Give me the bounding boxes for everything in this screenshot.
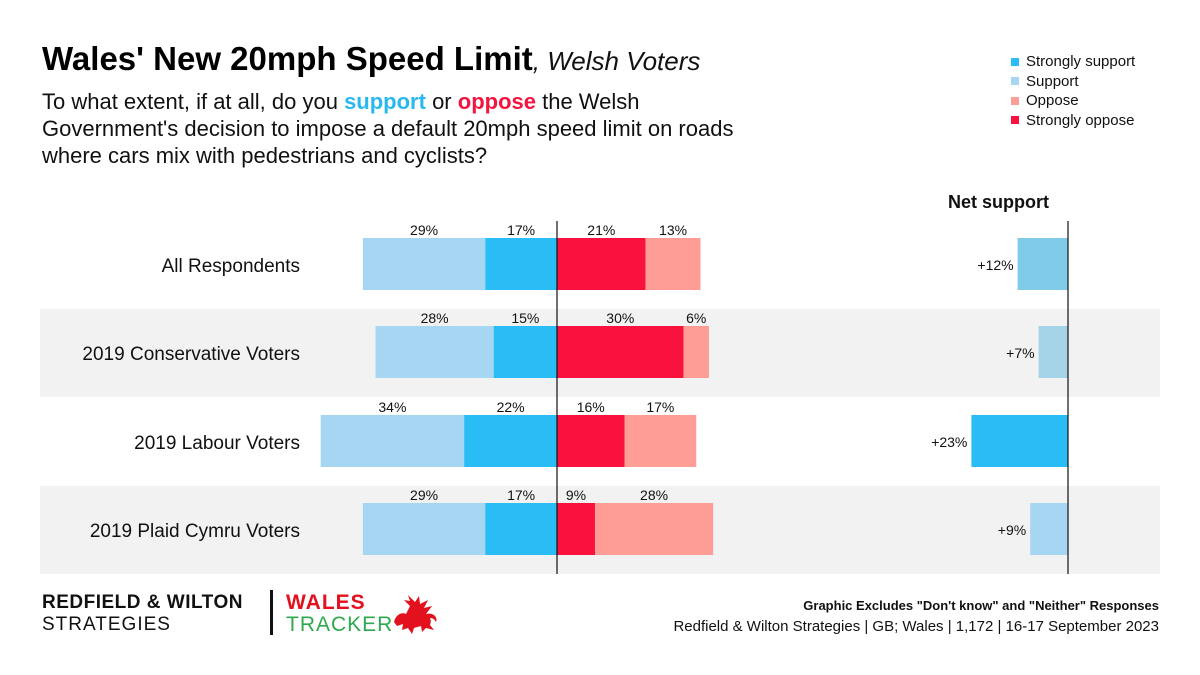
footer-notes: Graphic Excludes "Don't know" and "Neith… bbox=[673, 597, 1159, 637]
net-support-bar bbox=[1030, 503, 1068, 555]
bar-oppose bbox=[594, 503, 714, 555]
data-label-strongly-oppose: 16% bbox=[577, 399, 605, 415]
net-support-bar bbox=[971, 415, 1068, 467]
category-label: All Respondents bbox=[162, 256, 300, 277]
chart-title: Wales' New 20mph Speed Limit, Welsh Vote… bbox=[42, 40, 700, 78]
data-label-oppose: 28% bbox=[640, 487, 668, 503]
data-label-strongly-oppose: 21% bbox=[587, 222, 615, 238]
exclusion-note: Graphic Excludes "Don't know" and "Neith… bbox=[803, 598, 1159, 613]
legend-item-support: Support bbox=[1011, 72, 1135, 92]
survey-question: To what extent, if at all, do you suppor… bbox=[42, 88, 762, 169]
question-part-2: or bbox=[425, 89, 458, 114]
legend-label: Strongly support bbox=[1026, 53, 1136, 70]
data-label-strongly-oppose: 30% bbox=[606, 310, 634, 326]
data-label-strongly-support: 17% bbox=[507, 222, 535, 238]
chart-title-sub: , Welsh Voters bbox=[532, 46, 701, 76]
category-label: 2019 Plaid Cymru Voters bbox=[90, 521, 300, 542]
question-part-3: the Welsh Government's decision to impos… bbox=[42, 89, 734, 168]
welsh-dragon-icon bbox=[394, 595, 437, 634]
data-label-strongly-support: 17% bbox=[507, 487, 535, 503]
legend-swatch bbox=[1011, 96, 1019, 105]
net-support-bar bbox=[1038, 326, 1068, 378]
net-support-label: +12% bbox=[977, 257, 1013, 273]
net-support-label: +7% bbox=[1006, 345, 1034, 361]
legend-item-oppose: Oppose bbox=[1011, 91, 1135, 111]
data-label-support: 28% bbox=[421, 310, 449, 326]
brand-logo: REDFIELD & WILTON STRATEGIES bbox=[42, 592, 243, 636]
bar-strongly-support bbox=[485, 503, 557, 555]
legend-swatch bbox=[1011, 77, 1019, 86]
question-part-1: To what extent, if at all, do you bbox=[42, 89, 345, 114]
legend-item-strongly-oppose: Strongly oppose bbox=[1011, 111, 1135, 131]
legend: Strongly support Support Oppose Strongly… bbox=[1011, 52, 1135, 130]
bar-strongly-oppose bbox=[557, 503, 595, 555]
wales-tracker-logo: WALES TRACKER bbox=[286, 592, 393, 636]
tracker-line-1: WALES bbox=[286, 591, 366, 614]
legend-label: Support bbox=[1026, 72, 1079, 90]
data-label-oppose: 13% bbox=[659, 222, 687, 238]
chart-title-main: Wales' New 20mph Speed Limit bbox=[42, 40, 533, 77]
question-support-word: support bbox=[344, 89, 426, 114]
data-label-strongly-support: 22% bbox=[497, 399, 525, 415]
data-label-strongly-oppose: 9% bbox=[566, 487, 586, 503]
bar-strongly-support bbox=[464, 415, 557, 467]
bar-support bbox=[362, 238, 486, 290]
category-label: 2019 Labour Voters bbox=[134, 433, 300, 454]
bar-support bbox=[320, 415, 465, 467]
legend-item-strongly-support: Strongly support bbox=[1011, 52, 1135, 72]
bar-strongly-support bbox=[493, 326, 557, 378]
data-label-oppose: 6% bbox=[686, 310, 706, 326]
bar-oppose bbox=[645, 238, 701, 290]
footer-divider bbox=[270, 590, 273, 635]
data-label-oppose: 17% bbox=[646, 399, 674, 415]
bar-strongly-oppose bbox=[557, 415, 625, 467]
brand-line-2: STRATEGIES bbox=[42, 614, 171, 635]
bar-oppose bbox=[624, 415, 697, 467]
data-label-support: 34% bbox=[378, 399, 406, 415]
net-support-label: +23% bbox=[931, 434, 967, 450]
data-label-strongly-support: 15% bbox=[511, 310, 539, 326]
brand-line-1: REDFIELD & WILTON bbox=[42, 592, 243, 613]
bar-strongly-support bbox=[485, 238, 557, 290]
bar-support bbox=[362, 503, 486, 555]
net-support-label: +9% bbox=[998, 522, 1026, 538]
net-support-bar bbox=[1017, 238, 1068, 290]
legend-swatch bbox=[1011, 116, 1019, 125]
bar-support bbox=[375, 326, 494, 378]
legend-swatch bbox=[1011, 57, 1019, 66]
data-label-support: 29% bbox=[410, 487, 438, 503]
source-note: Redfield & Wilton Strategies | GB; Wales… bbox=[673, 618, 1159, 635]
data-label-support: 29% bbox=[410, 222, 438, 238]
bar-oppose bbox=[683, 326, 709, 378]
bar-strongly-oppose bbox=[557, 238, 646, 290]
legend-label: Oppose bbox=[1026, 92, 1079, 109]
category-label: 2019 Conservative Voters bbox=[82, 344, 300, 365]
tracker-line-2: TRACKER bbox=[286, 613, 394, 636]
net-support-heading: Net support bbox=[948, 192, 1049, 212]
bar-strongly-oppose bbox=[557, 326, 684, 378]
legend-label: Strongly oppose bbox=[1026, 111, 1135, 129]
question-oppose-word: oppose bbox=[457, 89, 536, 114]
